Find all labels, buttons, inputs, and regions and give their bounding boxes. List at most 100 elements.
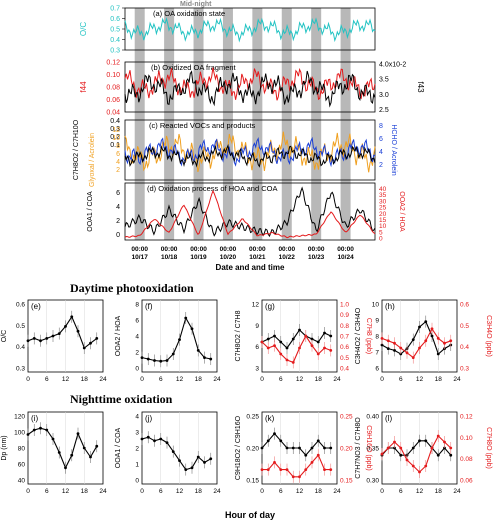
diurnal-series2-k-point: [285, 468, 289, 471]
diurnal-series2-h-point: [424, 339, 428, 343]
diurnal-series2-g-point: [285, 358, 289, 362]
diurnal-series-f-point: [159, 359, 163, 363]
diurnal-series-g-point: [323, 331, 326, 335]
ytick-label-j: 0: [135, 478, 139, 485]
diurnal-series2-l-point: [393, 440, 396, 444]
ylabel-i: Dp (nm): [1, 435, 8, 460]
xtick-label-i: 0: [26, 488, 30, 495]
y2tick-label-d: 10: [379, 223, 387, 230]
panel-title-a: (a) OA oxidation state: [153, 9, 225, 18]
diurnal-series-l-point: [424, 439, 428, 443]
xtick-label-i: 6: [45, 488, 49, 495]
y2tick-label-g: 0.7: [340, 334, 349, 341]
diurnal-series2-l-point: [436, 434, 440, 438]
diurnal-series2-k-point: [329, 468, 333, 471]
diurnal-series2-k-point: [291, 475, 295, 479]
diurnal-series-e-point: [89, 341, 92, 345]
diurnal-series-i: [27, 427, 98, 470]
ytick-label-e: 0.6: [16, 302, 25, 309]
diurnal-series2-g-point: [279, 352, 283, 356]
diurnal-series2-l-point: [380, 452, 384, 456]
diurnal-series-f-point: [203, 356, 206, 359]
diurnal-series2-k-point: [273, 461, 276, 464]
diurnal-series-i-point: [64, 466, 67, 470]
diurnal-series-h-point: [418, 325, 421, 329]
ylabel-c2: Glyoxal / Acrolein: [89, 133, 96, 187]
y2tick-label-d: 40: [379, 186, 387, 193]
y2tick-label-b: 3.0: [379, 92, 389, 99]
panel-title-b: (b) Oxidized OA fragment: [151, 63, 237, 72]
y2tick-label-g: 0.6: [340, 344, 349, 351]
xtick-label-k: 18: [315, 488, 323, 495]
panel-frame-c: [124, 119, 376, 181]
y2tick-label-b: 4.0x10-2: [379, 62, 406, 69]
diurnal-series-g-point: [266, 337, 270, 341]
xtick-date: 10/19: [190, 254, 207, 261]
ylabel-c: C7H8O2 / C7H10O: [73, 119, 80, 180]
xtick-date: 10/18: [161, 254, 178, 261]
diurnal-series2-h-point: [418, 346, 421, 350]
diurnal-series2-g-point: [316, 352, 320, 356]
series-f43-line: [124, 70, 376, 108]
xtick-label-i: 12: [62, 488, 70, 495]
diurnal-series2-k-point: [298, 475, 301, 479]
diurnal-series-e-point: [70, 315, 74, 319]
panel-label-k: (k): [265, 414, 275, 423]
ylabel-b: f44: [79, 81, 88, 93]
diurnal-series-h: [381, 320, 452, 355]
y2label-k: C9H16O (ppb): [365, 425, 372, 471]
midnight-shade-bar: [340, 8, 351, 240]
diurnal-series2-g-point: [273, 344, 276, 347]
y2tick-label-d: 20: [379, 211, 387, 218]
xtick-date: 10/17: [132, 254, 149, 261]
xtick-label-e: 24: [99, 376, 107, 383]
diurnal-series-j-point: [165, 441, 169, 444]
diurnal-series-h-point: [386, 347, 390, 350]
diurnal-series2-l-point: [405, 458, 409, 462]
diurnal-series2-l-point: [399, 446, 403, 450]
diurnal-series-f-point: [153, 359, 156, 362]
panel-label-g: (g): [265, 302, 275, 311]
ytick-label-l: 0.30: [366, 478, 379, 485]
xtick-label-j: 0: [140, 488, 144, 495]
ytick-label-a: 0.7: [110, 6, 120, 13]
nighttime-title: Nighttime oxidation: [70, 392, 173, 406]
diurnal-series2-h-point: [405, 351, 409, 355]
ytick-label-j: 4: [135, 414, 139, 421]
ytick-label-i: 120: [14, 414, 25, 421]
ytick-label-h: 7: [375, 350, 379, 357]
y2tick-label-d: 0: [379, 236, 383, 243]
ylabel-a: O/C: [79, 22, 88, 36]
xtick-label-k: 24: [333, 488, 341, 495]
xtick-date: 10/21: [249, 254, 266, 261]
ytick-label-j: 3: [135, 430, 139, 437]
diurnal-series-k-point: [260, 446, 264, 450]
series-ooa1-line: [124, 186, 376, 238]
ytick-label-b: 0.12: [106, 60, 120, 67]
ytick-label-c-orange: 2: [116, 167, 120, 174]
y2label-d: OOA2 / HOA: [398, 191, 405, 232]
diurnal-series-e-point: [51, 334, 55, 338]
y2tick-label-c: 2: [379, 162, 383, 169]
diurnal-series-e-point: [45, 337, 49, 340]
diurnal-series2-g-point: [304, 334, 308, 338]
diurnal-series2-h-point: [386, 339, 390, 343]
panel-label-i: (i): [31, 414, 38, 423]
y2tick-label-k: 0.20: [340, 446, 353, 453]
diurnal-series-j-point: [140, 437, 144, 441]
xtick-label-g: 18: [315, 376, 323, 383]
ytick-label-j: 2: [135, 446, 139, 453]
diurnal-series-i-point: [45, 428, 49, 432]
ytick-label-d: 2: [116, 218, 120, 225]
xtick-label-k: 6: [279, 488, 283, 495]
diurnal-series2-h-point: [443, 341, 446, 345]
xtick-label-g: 6: [279, 376, 283, 383]
xtick-label-h: 0: [380, 376, 384, 383]
xtick-label-i: 18: [81, 488, 89, 495]
y2tick-label-h: 0.4: [460, 344, 469, 351]
ytick-label-c: 0.1: [110, 142, 120, 149]
series-ooa2-line: [124, 189, 376, 239]
ytick-label-l: 0.35: [366, 446, 379, 453]
diurnal-series-k-point: [266, 439, 270, 443]
y2label-g: C7H8 (ppb): [365, 318, 372, 354]
